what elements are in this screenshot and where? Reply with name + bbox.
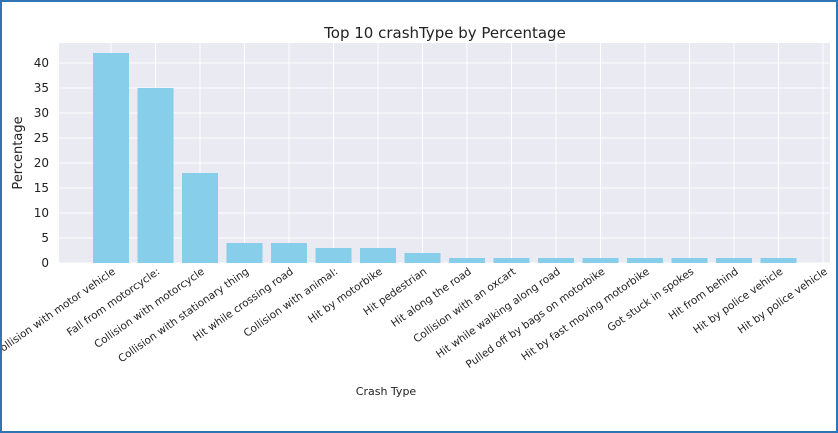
bar [760, 258, 797, 263]
bar [493, 258, 530, 263]
y-tick-label: 5 [41, 231, 49, 245]
bar [449, 258, 485, 263]
y-tick-label: 30 [34, 106, 49, 120]
bars [93, 53, 797, 263]
bar [93, 53, 129, 263]
bar [271, 243, 307, 263]
y-axis-label: Percentage [11, 116, 26, 189]
bar [538, 258, 574, 263]
bar [582, 258, 619, 263]
bar [360, 248, 396, 263]
bar [315, 248, 352, 263]
bar [137, 88, 174, 263]
y-tick-label: 40 [34, 56, 49, 70]
bar [226, 243, 263, 263]
x-axis-label: Crash Type [356, 385, 417, 398]
x-tick-label: Hit along the road [389, 266, 474, 330]
bar [404, 253, 441, 263]
x-tick-label: Hit by motorbike [306, 266, 385, 326]
y-tick-label: 25 [34, 131, 49, 145]
chart-title: Top 10 crashType by Percentage [323, 24, 566, 42]
y-tick-label: 15 [34, 181, 49, 195]
bar [671, 258, 708, 263]
y-tick-label: 0 [41, 256, 49, 270]
y-tick-label: 20 [34, 156, 49, 170]
y-tick-label: 35 [34, 81, 49, 95]
y-tick-labels: 0 5 10 15 20 25 30 35 40 [34, 56, 49, 270]
grid-lines [59, 43, 830, 264]
plot-area [59, 43, 830, 263]
y-tick-label: 10 [34, 206, 49, 220]
bar [716, 258, 752, 263]
bar [627, 258, 663, 263]
bar [182, 173, 218, 263]
